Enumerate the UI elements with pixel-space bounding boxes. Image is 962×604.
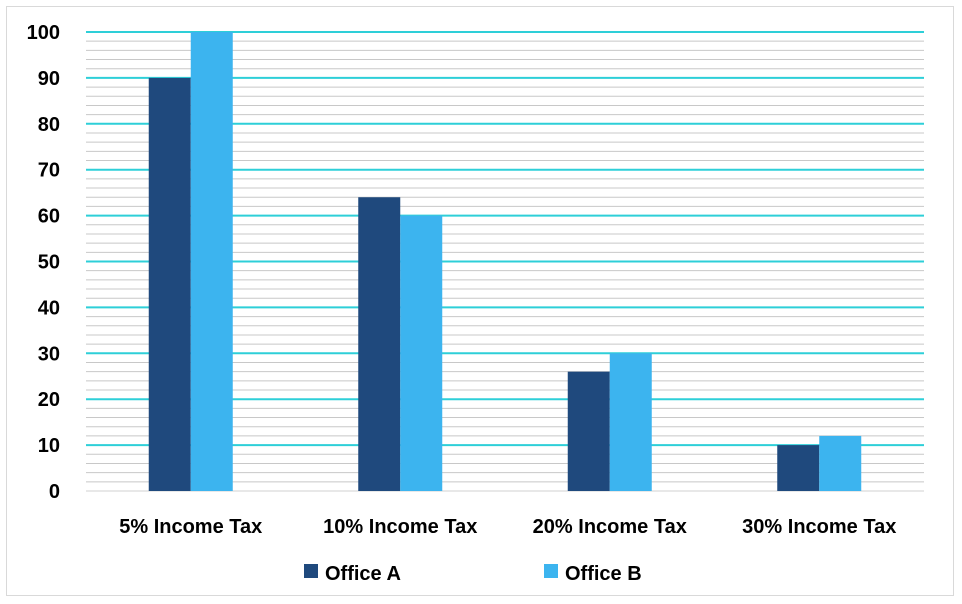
y-tick-label: 0 bbox=[49, 481, 60, 503]
bar-office-b-3 bbox=[819, 435, 862, 491]
x-category-label: 5% Income Tax bbox=[119, 516, 262, 538]
bar-office-a-2 bbox=[567, 371, 610, 491]
legend-swatch bbox=[304, 564, 318, 578]
y-tick-label: 80 bbox=[38, 114, 60, 136]
bar-office-a-1 bbox=[358, 197, 401, 492]
bar-office-a-0 bbox=[148, 77, 191, 492]
y-tick-label: 10 bbox=[38, 435, 60, 457]
y-tick-label: 20 bbox=[38, 389, 60, 411]
x-axis: 5% Income Tax 10% Income Tax 20% Income Ta… bbox=[119, 516, 896, 538]
y-tick-label: 70 bbox=[38, 160, 60, 182]
y-tick-label: 50 bbox=[38, 252, 60, 274]
y-tick-label: 100 bbox=[27, 22, 60, 44]
bar-office-a-3 bbox=[777, 445, 820, 491]
x-category-label: 20% Income Tax bbox=[533, 516, 687, 538]
legend: Office A Office B bbox=[304, 563, 642, 585]
y-tick-label: 40 bbox=[38, 297, 60, 319]
y-tick-label: 60 bbox=[38, 206, 60, 228]
x-category-label: 10% Income Tax bbox=[323, 516, 477, 538]
legend-label: Office B bbox=[565, 563, 642, 585]
bar-office-b-1 bbox=[400, 215, 443, 491]
y-tick-label: 30 bbox=[38, 343, 60, 365]
bars bbox=[148, 32, 862, 492]
bar-office-b-0 bbox=[190, 32, 233, 491]
legend-label: Office A bbox=[325, 563, 401, 585]
bar-office-b-2 bbox=[609, 353, 652, 491]
y-axis: 0 10 20 30 40 50 60 70 80 90 100 bbox=[27, 22, 60, 503]
y-tick-label: 90 bbox=[38, 68, 60, 90]
legend-swatch bbox=[544, 564, 558, 578]
x-category-label: 30% Income Tax bbox=[742, 516, 896, 538]
